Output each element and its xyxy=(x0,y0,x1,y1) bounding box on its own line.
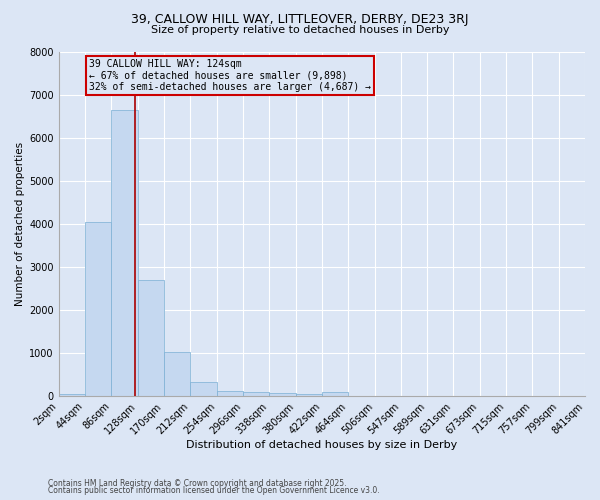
Text: 39, CALLOW HILL WAY, LITTLEOVER, DERBY, DE23 3RJ: 39, CALLOW HILL WAY, LITTLEOVER, DERBY, … xyxy=(131,12,469,26)
Y-axis label: Number of detached properties: Number of detached properties xyxy=(15,142,25,306)
Bar xyxy=(137,280,164,396)
Bar xyxy=(190,382,217,396)
Bar xyxy=(296,394,322,396)
Text: 39 CALLOW HILL WAY: 124sqm
← 67% of detached houses are smaller (9,898)
32% of s: 39 CALLOW HILL WAY: 124sqm ← 67% of deta… xyxy=(89,60,371,92)
Bar xyxy=(59,394,85,396)
Text: Contains public sector information licensed under the Open Government Licence v3: Contains public sector information licen… xyxy=(48,486,380,495)
Bar xyxy=(85,222,112,396)
X-axis label: Distribution of detached houses by size in Derby: Distribution of detached houses by size … xyxy=(186,440,457,450)
Bar xyxy=(322,392,349,396)
Bar xyxy=(243,392,269,396)
Bar xyxy=(164,352,190,396)
Text: Size of property relative to detached houses in Derby: Size of property relative to detached ho… xyxy=(151,25,449,35)
Bar xyxy=(112,110,137,396)
Text: Contains HM Land Registry data © Crown copyright and database right 2025.: Contains HM Land Registry data © Crown c… xyxy=(48,478,347,488)
Bar xyxy=(269,392,296,396)
Bar xyxy=(217,391,243,396)
